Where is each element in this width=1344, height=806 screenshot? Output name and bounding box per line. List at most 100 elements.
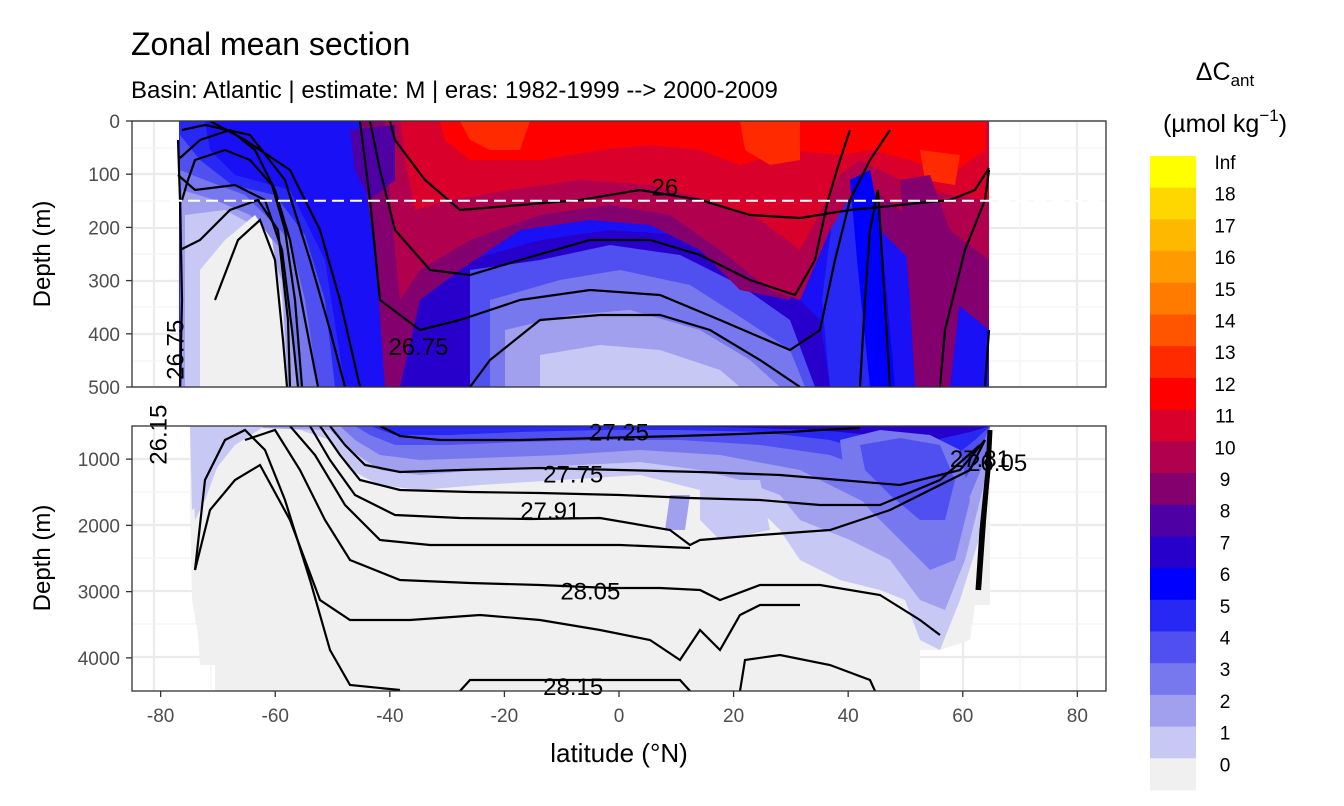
contour-lower-28-05 [193,463,800,662]
legend-swatch [1150,409,1196,442]
legend-unit-prefix: (µmol kg [1163,110,1259,138]
legend-break-label: 2 [1220,692,1231,713]
contour-lower-28-1 [193,428,401,691]
contour-lower-27-75 [329,426,986,487]
legend-swatch [1150,631,1196,664]
legend-swatch [1150,156,1196,189]
upper-contour-labels: 26 26.75 26.75 [163,175,679,380]
legend-break-label: 13 [1214,343,1235,364]
x-axis-label: latitude (°N) [550,738,688,768]
y-tick-label-upper: 300 [88,272,120,293]
legend-title-subscript: ant [1231,71,1255,90]
contour-lower-27-81 [319,426,981,507]
legend-swatch [1150,536,1196,569]
legend-swatch [1150,251,1196,284]
chart-subtitle: Basin: Atlantic | estimate: M | eras: 19… [131,77,778,104]
y-tick-label-upper: 400 [88,325,120,346]
y-tick-label-upper: 0 [109,112,120,133]
legend-swatch [1150,504,1196,537]
legend-swatch [1150,282,1196,316]
field-13-14 [460,121,530,150]
legend-break-label: 4 [1220,629,1231,650]
upper-panel: 26 26.75 26.75 [131,119,1107,389]
contour-upper-right-1 [858,189,892,387]
upper-panel-border [131,120,1107,388]
legend-break-label: 17 [1214,216,1235,237]
legend-title-main: ΔC [1196,58,1231,86]
legend-break-label: 11 [1215,407,1235,428]
field-lower-right-blob-inner [860,438,955,520]
contour-label: 26.75 [163,320,190,380]
contour-label: 27.91 [520,498,580,525]
legend-swatch [1150,473,1196,506]
x-tick-label: 0 [614,706,625,727]
legend-break-label: 10 [1214,438,1235,459]
legend-unit-suffix: ) [1279,110,1287,138]
contour-upper-right-3 [983,329,991,387]
legend-swatch [1150,694,1196,728]
contour-upper-26-5 [358,121,891,352]
contour-lower-27-86 [289,426,691,550]
x-tick-label: -40 [376,706,403,727]
contour-upper-5 [213,218,289,387]
contour-label: 26.05 [967,450,1027,477]
legend-break-label: 18 [1214,185,1235,206]
legend-swatch [1150,441,1196,474]
contour-label: 28.05 [560,579,620,606]
contour-label: 27.25 [589,420,649,447]
field-lower-right-patch-b [700,480,770,540]
legend: ΔCant (µmol kg−1) Inf1817161514131211109… [1150,58,1287,791]
contour-lower-27-91 [309,426,986,547]
legend-swatch [1150,599,1196,633]
x-tick-label: 60 [952,706,973,727]
legend-unit-superscript: −1 [1259,106,1278,125]
legend-break-label: Inf [1214,153,1236,174]
chart-title: Zonal mean section [131,26,410,62]
y-axis-label-lower: Depth (m) [29,505,56,612]
contour-upper-4 [179,198,292,387]
legend-break-label: 5 [1220,597,1231,618]
field-13-14b [740,121,800,165]
y-tick-label-upper: 100 [88,165,120,186]
lower-field [190,426,990,691]
contour-label: 27.81 [950,446,1010,473]
legend-break-label: 1 [1220,724,1231,745]
contour-label: 27.75 [543,461,603,488]
contour-lower-28-15b [738,653,877,691]
field-lower-5-6 [370,426,990,470]
y-tick-label-lower: 4000 [78,649,120,670]
legend-break-label: 16 [1214,248,1235,269]
contour-label: 28.15 [543,674,603,701]
legend-break-label: 9 [1220,470,1231,491]
x-axis: -80 -60 -40 -20 0 20 40 60 80 [147,691,1088,727]
y-tick-label-lower: 2000 [78,516,120,537]
contour-label: 26 [651,175,678,202]
legend-swatch [1150,219,1196,252]
legend-swatch [1150,758,1196,791]
field-lower-right-patch-a [665,495,690,530]
y-tick-label-lower: 1000 [78,450,120,471]
legend-break-label: 3 [1220,660,1231,681]
x-tick-label: 80 [1067,706,1088,727]
contour-lower-28-15 [459,678,691,691]
x-tick-label: -20 [491,706,518,727]
legend-unit: (µmol kg−1) [1163,106,1287,138]
legend-swatch [1150,726,1196,759]
field-right-blue-streak [850,170,895,387]
legend-break-label: 14 [1214,312,1236,333]
legend-swatch [1150,187,1196,220]
legend-title: ΔCant [1196,58,1255,90]
legend-break-label: 7 [1220,533,1231,554]
x-tick-label: 20 [723,706,744,727]
contour-upper-2 [179,128,320,387]
y-axis-lower: 1000 2000 3000 4000 [78,450,132,670]
legend-break-label: 6 [1220,565,1231,586]
legend-break-label: 8 [1220,502,1231,523]
field-center-bowl-1 [540,345,740,387]
legend-swatch [1150,568,1196,601]
y-tick-label-lower: 3000 [78,583,120,604]
contour-upper-right-2 [938,169,991,387]
